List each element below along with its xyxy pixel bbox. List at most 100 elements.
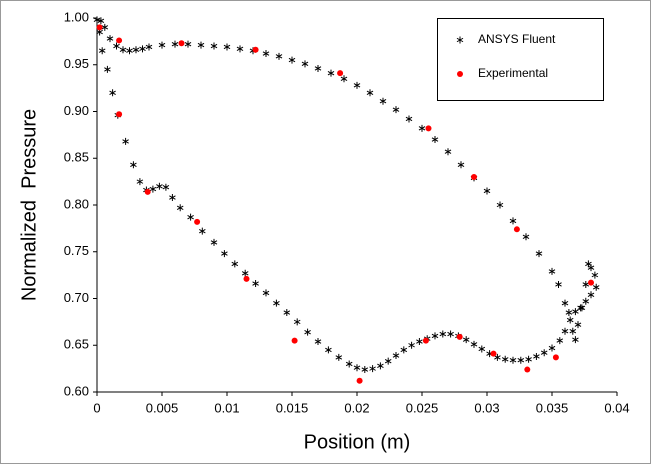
asterisk-marker (478, 345, 486, 353)
asterisk-marker (145, 43, 153, 51)
x-tick-label: 0.035 (536, 400, 569, 415)
y-axis-title: Normalized Pressure (18, 109, 40, 301)
asterisk-marker (98, 47, 106, 55)
asterisk-marker (199, 227, 206, 235)
asterisk-marker (158, 41, 166, 49)
asterisk-marker (572, 308, 579, 316)
asterisk-marker (577, 304, 584, 312)
asterisk-marker (457, 161, 465, 169)
y-tick-label: 0.75 (64, 243, 89, 258)
asterisk-marker (335, 353, 343, 361)
asterisk-marker (132, 46, 140, 54)
legend-marker (457, 71, 463, 77)
asterisk-marker (176, 204, 184, 212)
asterisk-marker (496, 201, 504, 209)
x-tick-label: 0.005 (146, 400, 179, 415)
asterisk-marker (561, 299, 569, 307)
asterisk-marker (582, 280, 590, 288)
x-tick-label: 0.015 (276, 400, 309, 415)
asterisk-marker (565, 309, 573, 317)
asterisk-marker (494, 353, 501, 361)
asterisk-marker (184, 40, 192, 48)
legend-label: Experimental (478, 66, 548, 80)
asterisk-marker (574, 321, 582, 329)
asterisk-marker (340, 75, 348, 83)
asterisk-marker (139, 45, 146, 53)
dot-marker (552, 354, 559, 361)
legend (437, 18, 604, 101)
asterisk-marker (548, 344, 556, 352)
asterisk-marker (353, 364, 361, 372)
asterisk-marker (210, 42, 218, 50)
asterisk-marker (517, 356, 525, 364)
asterisk-marker (408, 341, 415, 349)
asterisk-marker (273, 299, 280, 307)
asterisk-marker (587, 291, 595, 299)
asterisk-marker (377, 362, 384, 370)
asterisk-marker (314, 338, 322, 346)
asterisk-marker (241, 269, 249, 277)
dot-marker (456, 333, 463, 340)
asterisk-marker (314, 64, 322, 72)
asterisk-marker (405, 115, 413, 123)
asterisk-marker (591, 271, 599, 279)
asterisk-marker (379, 97, 387, 105)
asterisk-marker (106, 35, 114, 43)
asterisk-marker (522, 233, 530, 241)
asterisk-marker (483, 187, 491, 195)
asterisk-marker (444, 148, 452, 156)
asterisk-marker (122, 137, 129, 145)
y-tick-label: 0.70 (64, 290, 89, 305)
asterisk-marker (262, 289, 270, 297)
asterisk-marker (236, 45, 244, 53)
asterisk-marker (525, 355, 532, 363)
asterisk-marker (169, 194, 176, 202)
x-tick-label: 0.04 (604, 400, 629, 415)
asterisk-marker (556, 337, 564, 345)
asterisk-marker (353, 81, 361, 89)
asterisk-marker (162, 183, 170, 191)
asterisk-marker (104, 65, 111, 73)
y-tick-label: 1.00 (64, 9, 89, 24)
asterisk-marker (210, 238, 218, 246)
dot-marker (116, 37, 123, 44)
x-tick-label: 0.02 (344, 400, 369, 415)
asterisk-marker (293, 318, 301, 326)
y-tick-label: 0.95 (64, 56, 89, 71)
asterisk-marker (587, 264, 595, 272)
asterisk-marker (384, 357, 392, 365)
asterisk-marker (555, 280, 562, 288)
y-tick-label: 0.65 (64, 337, 89, 352)
asterisk-marker (447, 330, 454, 338)
asterisk-marker (509, 217, 517, 225)
asterisk-marker (578, 304, 586, 312)
asterisk-marker (418, 124, 426, 132)
y-tick-label: 0.85 (64, 150, 89, 165)
asterisk-marker (439, 330, 447, 338)
dot-marker (144, 188, 151, 195)
asterisk-marker (252, 280, 259, 288)
asterisk-marker (361, 366, 369, 374)
dot-marker (524, 366, 531, 373)
asterisk-marker (561, 327, 569, 335)
asterisk-marker (533, 352, 540, 360)
asterisk-marker (231, 260, 239, 268)
asterisk-marker (187, 213, 194, 221)
asterisk-marker (93, 16, 101, 24)
x-tick-label: 0.01 (214, 400, 239, 415)
dot-marker (243, 275, 250, 282)
x-tick-label: 0 (93, 400, 100, 415)
asterisk-marker (325, 346, 332, 354)
dot-marker (471, 173, 477, 180)
asterisk-marker (119, 46, 127, 54)
asterisk-marker (109, 89, 116, 97)
asterisk-marker (592, 283, 600, 291)
asterisk-marker (569, 327, 577, 335)
asterisk-marker (548, 267, 556, 275)
asterisk-marker (540, 349, 548, 357)
asterisk-marker (327, 69, 335, 77)
asterisk-marker (283, 309, 291, 317)
legend-label: ANSYS Fluent (478, 32, 556, 46)
dot-marker (116, 111, 123, 118)
asterisk-marker (171, 40, 179, 48)
